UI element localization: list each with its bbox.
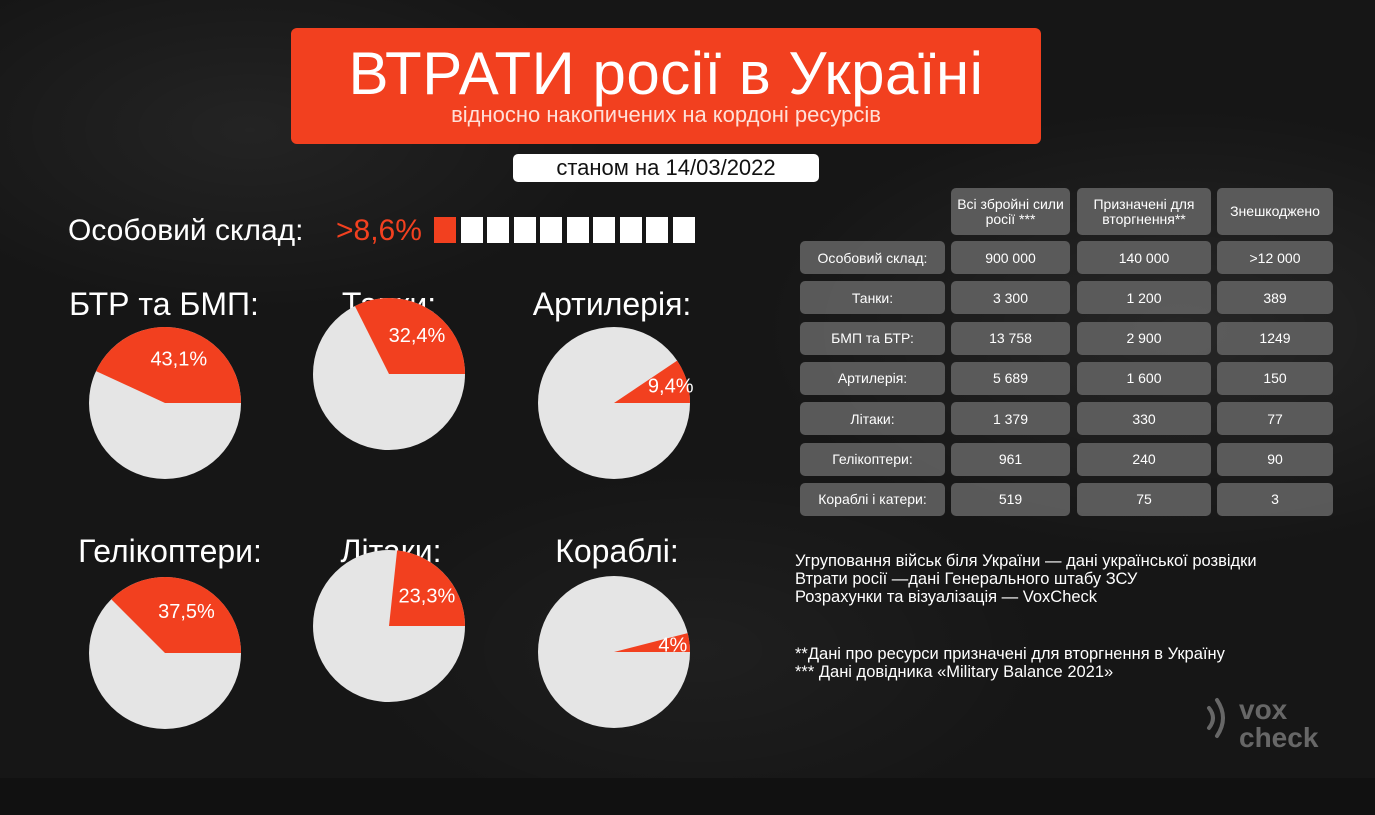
personnel-square [513,217,536,243]
table-cell: 1 200 [1077,281,1211,315]
table-cell: 1 379 [951,402,1070,436]
pie-label-helicopters: 37,5% [158,601,215,623]
pie-slice-ships [614,633,690,652]
table-row-label: БМП та БТР: [800,321,945,355]
table-cell: 150 [1217,361,1333,395]
pie-title-helicopters: Гелікоптери: [78,533,262,569]
personnel-square [672,217,695,243]
table-row-label: Літаки: [800,402,945,436]
date-badge: станом на 14/03/2022 [513,154,819,182]
voxcheck-logo: vox check [1203,690,1333,760]
footnote-line: *** Дані довідника «Military Balance 202… [795,663,1114,681]
table-cell: 1249 [1217,321,1333,355]
table-cell: >12 000 [1217,241,1333,274]
pie-label-tanks: 32,4% [389,325,446,347]
pie-slice-artillery [614,360,690,403]
table-cell: 389 [1217,281,1333,315]
page-title: ВТРАТИ росії в Україні [348,40,984,107]
pie-slice-planes [389,550,465,626]
personnel-square [487,217,509,243]
source-line: Угруповання військ біля України — дані у… [795,552,1257,570]
logo-line-2: check [1239,722,1319,753]
personnel-square [434,217,456,243]
personnel-square [540,217,562,243]
table-row-label: Гелікоптери: [800,442,945,476]
table-cell: 77 [1217,402,1333,436]
personnel-square [619,217,642,243]
pie-label-ships: 4% [658,635,687,657]
table-cell: 961 [951,442,1070,476]
pie-slice-helicopters [111,577,241,653]
sound-wave-icon [1207,698,1225,738]
table-cell: 1 600 [1077,361,1211,395]
personnel-percent: >8,6% [336,214,422,247]
table-cell: 13 758 [951,321,1070,355]
footnote-line: **Дані про ресурси призначені для вторгн… [795,645,1225,663]
page-subtitle: відносно накопичених на кордоні ресурсів [451,102,881,127]
source-line: Втрати росії —дані Генерального штабу ЗС… [795,570,1138,588]
personnel-square [460,217,483,243]
personnel-square [566,217,589,243]
pie-title-ships: Кораблі: [555,533,679,569]
bottom-bar [0,778,1375,815]
sources-block: Угруповання військ біля України — дані у… [795,552,1257,606]
table-header: Всі збройні сили росії *** [951,188,1070,235]
table-header: Знешкоджено [1217,188,1333,235]
source-line: Розрахунки та візуалізація — VoxCheck [795,588,1098,606]
pie-label-planes: 23,3% [399,586,456,608]
pie-title-artillery: Артилерія: [532,286,692,322]
table-cell: 5 689 [951,361,1070,395]
table-row-label: Особовий склад: [800,241,945,274]
table-cell: 3 [1217,482,1333,516]
table-row-label: Артилерія: [800,361,945,395]
table-cell: 140 000 [1077,241,1211,274]
table-row-label: Кораблі і катери: [800,482,945,516]
logo-text: vox check [1239,696,1318,752]
pie-slice-tanks [354,298,465,374]
pie-slice-btr [96,327,241,403]
table-header: Призначені для вторгнення** [1077,188,1211,235]
table-cell: 240 [1077,442,1211,476]
table-cell: 3 300 [951,281,1070,315]
title-banner: ВТРАТИ росії в Україні відносно накопиче… [291,28,1041,144]
table-cell: 330 [1077,402,1211,436]
pie-label-artillery: 9,4% [648,376,694,398]
personnel-square [646,217,668,243]
personnel-square [593,217,615,243]
table-cell: 75 [1077,482,1211,516]
pie-title-btr: БТР та БМП: [69,286,259,322]
table-cell: 519 [951,482,1070,516]
personnel-label: Особовий склад: [68,214,304,247]
table-cell: 900 000 [951,241,1070,274]
table-cell: 2 900 [1077,321,1211,355]
table-cell: 90 [1217,442,1333,476]
footnotes-block: **Дані про ресурси призначені для вторгн… [795,645,1225,681]
pie-label-btr: 43,1% [150,348,207,370]
logo-line-1: vox [1239,694,1288,725]
table-row-label: Танки: [800,281,945,315]
